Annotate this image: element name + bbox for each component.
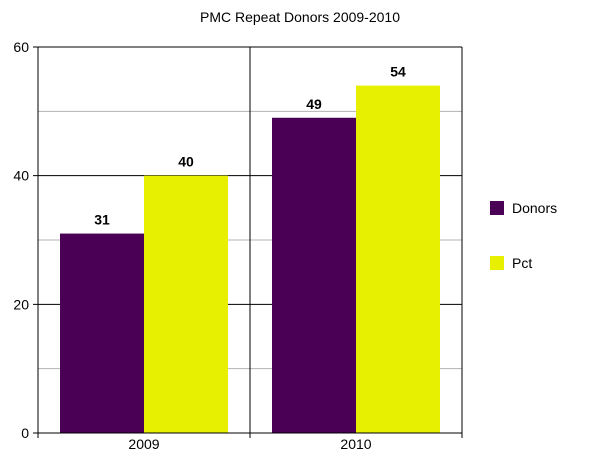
data-label: 49 bbox=[306, 96, 322, 112]
data-label: 54 bbox=[390, 64, 406, 80]
bar-donors-2009 bbox=[60, 233, 144, 433]
y-tick-label: 60 bbox=[13, 39, 29, 55]
legend-label-donors: Donors bbox=[512, 200, 558, 216]
y-tick-label: 40 bbox=[13, 168, 29, 184]
legend-swatch-donors bbox=[490, 201, 504, 215]
y-tick-label: 20 bbox=[13, 296, 29, 312]
data-label: 31 bbox=[94, 212, 110, 228]
x-tick-label: 2010 bbox=[340, 436, 371, 452]
legend-item-pct: Pct bbox=[490, 251, 557, 275]
y-tick-label: 0 bbox=[21, 425, 29, 441]
legend-item-donors: Donors bbox=[490, 196, 557, 220]
x-tick-label: 2009 bbox=[128, 436, 159, 452]
legend: Donors Pct bbox=[490, 196, 557, 306]
data-label: 40 bbox=[178, 154, 194, 170]
legend-label-pct: Pct bbox=[512, 255, 533, 271]
bar-donors-2010 bbox=[272, 117, 356, 434]
bar-pct-2009 bbox=[144, 175, 228, 433]
legend-swatch-pct bbox=[490, 256, 504, 270]
bar-pct-2010 bbox=[356, 85, 440, 433]
chart-title: PMC Repeat Donors 2009-2010 bbox=[199, 9, 400, 25]
